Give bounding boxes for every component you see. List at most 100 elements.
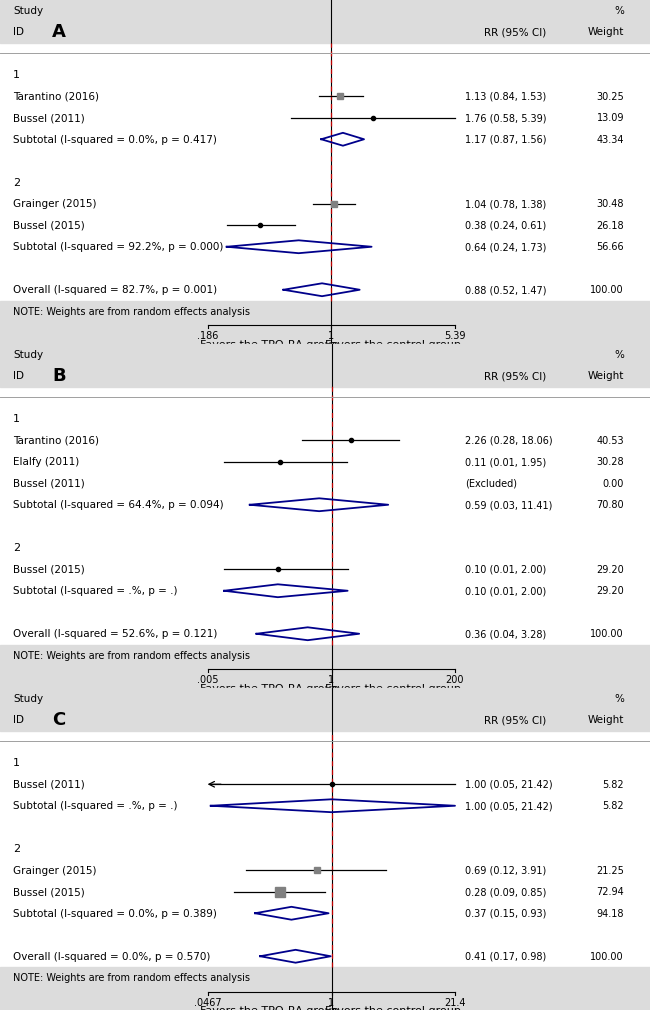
Text: 100.00: 100.00 (590, 629, 624, 639)
Text: 56.66: 56.66 (597, 242, 624, 252)
Text: 0.10 (0.01, 2.00): 0.10 (0.01, 2.00) (465, 565, 546, 575)
Text: Overall (I-squared = 52.6%, p = 0.121): Overall (I-squared = 52.6%, p = 0.121) (13, 629, 217, 639)
Text: 0.64 (0.24, 1.73): 0.64 (0.24, 1.73) (465, 242, 546, 252)
Text: RR (95% CI): RR (95% CI) (484, 371, 547, 381)
Text: 0.59 (0.03, 11.41): 0.59 (0.03, 11.41) (465, 500, 552, 510)
Text: C: C (52, 711, 65, 729)
Text: Bussel (2011): Bussel (2011) (13, 780, 84, 790)
Text: 30.48: 30.48 (597, 199, 624, 209)
Text: RR (95% CI): RR (95% CI) (484, 715, 547, 725)
Text: 21.25: 21.25 (596, 866, 624, 876)
Text: Subtotal (I-squared = 0.0%, p = 0.389): Subtotal (I-squared = 0.0%, p = 0.389) (13, 908, 217, 918)
Text: RR (95% CI): RR (95% CI) (484, 27, 547, 37)
Text: Elalfy (2011): Elalfy (2011) (13, 457, 79, 467)
Text: Subtotal (I-squared = .%, p = .): Subtotal (I-squared = .%, p = .) (13, 801, 177, 811)
Text: 100.00: 100.00 (590, 285, 624, 295)
Text: 0.38 (0.24, 0.61): 0.38 (0.24, 0.61) (465, 220, 546, 230)
Text: 1.00 (0.05, 21.42): 1.00 (0.05, 21.42) (465, 801, 552, 811)
Text: 1.00 (0.05, 21.42): 1.00 (0.05, 21.42) (465, 780, 552, 790)
Text: 1: 1 (13, 758, 20, 768)
Text: Favors the control group: Favors the control group (325, 1006, 462, 1010)
Bar (0, 301, 650, 343)
Text: 5.82: 5.82 (603, 801, 624, 811)
Text: .005: .005 (197, 675, 219, 685)
Text: 26.18: 26.18 (597, 220, 624, 230)
Text: Tarantino (2016): Tarantino (2016) (13, 92, 99, 102)
Text: 2: 2 (13, 178, 20, 188)
Text: 30.28: 30.28 (597, 457, 624, 467)
Text: %: % (614, 6, 624, 16)
Text: A: A (52, 23, 66, 41)
Text: 43.34: 43.34 (597, 134, 624, 144)
Bar (0, 343, 650, 387)
Text: Subtotal (I-squared = 0.0%, p = 0.417): Subtotal (I-squared = 0.0%, p = 0.417) (13, 134, 217, 144)
Text: 2: 2 (13, 843, 20, 853)
Text: NOTE: Weights are from random effects analysis: NOTE: Weights are from random effects an… (13, 307, 250, 316)
Text: 200: 200 (446, 675, 464, 685)
Text: .186: .186 (198, 331, 218, 341)
Text: (Excluded): (Excluded) (465, 479, 517, 489)
Text: 70.80: 70.80 (597, 500, 624, 510)
Text: 0.36 (0.04, 3.28): 0.36 (0.04, 3.28) (465, 629, 546, 639)
Text: Favors the control group: Favors the control group (325, 339, 461, 349)
Text: 1: 1 (328, 675, 335, 685)
Text: 1.13 (0.84, 1.53): 1.13 (0.84, 1.53) (465, 92, 546, 102)
Text: 5.82: 5.82 (603, 780, 624, 790)
Text: Study: Study (13, 349, 43, 360)
Text: Bussel (2015): Bussel (2015) (13, 887, 84, 897)
Text: Study: Study (13, 6, 43, 16)
Text: Subtotal (I-squared = .%, p = .): Subtotal (I-squared = .%, p = .) (13, 586, 177, 596)
Text: NOTE: Weights are from random effects analysis: NOTE: Weights are from random effects an… (13, 973, 250, 983)
Text: Weight: Weight (588, 27, 624, 37)
Text: 1.76 (0.58, 5.39): 1.76 (0.58, 5.39) (465, 113, 546, 123)
Text: Favors the TPO-RA group: Favors the TPO-RA group (200, 684, 339, 693)
Text: 29.20: 29.20 (596, 586, 624, 596)
Text: 72.94: 72.94 (596, 887, 624, 897)
Text: Grainger (2015): Grainger (2015) (13, 866, 96, 876)
Text: 40.53: 40.53 (597, 435, 624, 445)
Text: 100.00: 100.00 (590, 951, 624, 962)
Text: NOTE: Weights are from random effects analysis: NOTE: Weights are from random effects an… (13, 650, 250, 661)
Text: 0.10 (0.01, 2.00): 0.10 (0.01, 2.00) (465, 586, 546, 596)
Text: 30.25: 30.25 (596, 92, 624, 102)
Text: Weight: Weight (588, 371, 624, 381)
Text: 94.18: 94.18 (597, 908, 624, 918)
Bar (0, 967, 650, 1010)
Text: 0.88 (0.52, 1.47): 0.88 (0.52, 1.47) (465, 285, 546, 295)
Text: 0.28 (0.09, 0.85): 0.28 (0.09, 0.85) (465, 887, 546, 897)
Text: 1: 1 (328, 997, 335, 1007)
Text: 1.04 (0.78, 1.38): 1.04 (0.78, 1.38) (465, 199, 546, 209)
Text: %: % (614, 694, 624, 703)
Text: Study: Study (13, 694, 43, 703)
Bar (0, 644, 650, 688)
Text: 2: 2 (13, 543, 20, 553)
Text: 1: 1 (13, 414, 20, 424)
Text: 1.17 (0.87, 1.56): 1.17 (0.87, 1.56) (465, 134, 546, 144)
Text: 0.11 (0.01, 1.95): 0.11 (0.01, 1.95) (465, 457, 546, 467)
Text: .0467: .0467 (194, 997, 222, 1007)
Bar (0, 688, 650, 730)
Text: Subtotal (I-squared = 64.4%, p = 0.094): Subtotal (I-squared = 64.4%, p = 0.094) (13, 500, 224, 510)
Text: Tarantino (2016): Tarantino (2016) (13, 435, 99, 445)
Text: Bussel (2011): Bussel (2011) (13, 479, 84, 489)
Text: Favors the TPO-RA group: Favors the TPO-RA group (200, 1006, 339, 1010)
Text: Grainger (2015): Grainger (2015) (13, 199, 96, 209)
Text: Bussel (2011): Bussel (2011) (13, 113, 84, 123)
Text: 21.4: 21.4 (444, 997, 466, 1007)
Text: Bussel (2015): Bussel (2015) (13, 565, 84, 575)
Text: Bussel (2015): Bussel (2015) (13, 220, 84, 230)
Text: 0.00: 0.00 (603, 479, 624, 489)
Text: 0.41 (0.17, 0.98): 0.41 (0.17, 0.98) (465, 951, 546, 962)
Bar (0, 0, 650, 43)
Text: Subtotal (I-squared = 92.2%, p = 0.000): Subtotal (I-squared = 92.2%, p = 0.000) (13, 242, 224, 252)
Text: 13.09: 13.09 (597, 113, 624, 123)
Text: 29.20: 29.20 (596, 565, 624, 575)
Text: %: % (614, 349, 624, 360)
Text: 0.37 (0.15, 0.93): 0.37 (0.15, 0.93) (465, 908, 546, 918)
Text: 2.26 (0.28, 18.06): 2.26 (0.28, 18.06) (465, 435, 552, 445)
Text: 1: 1 (13, 71, 20, 80)
Text: Overall (I-squared = 82.7%, p = 0.001): Overall (I-squared = 82.7%, p = 0.001) (13, 285, 217, 295)
Text: 1: 1 (328, 331, 335, 341)
Text: B: B (52, 367, 66, 385)
Text: Favors the control group: Favors the control group (325, 684, 462, 693)
